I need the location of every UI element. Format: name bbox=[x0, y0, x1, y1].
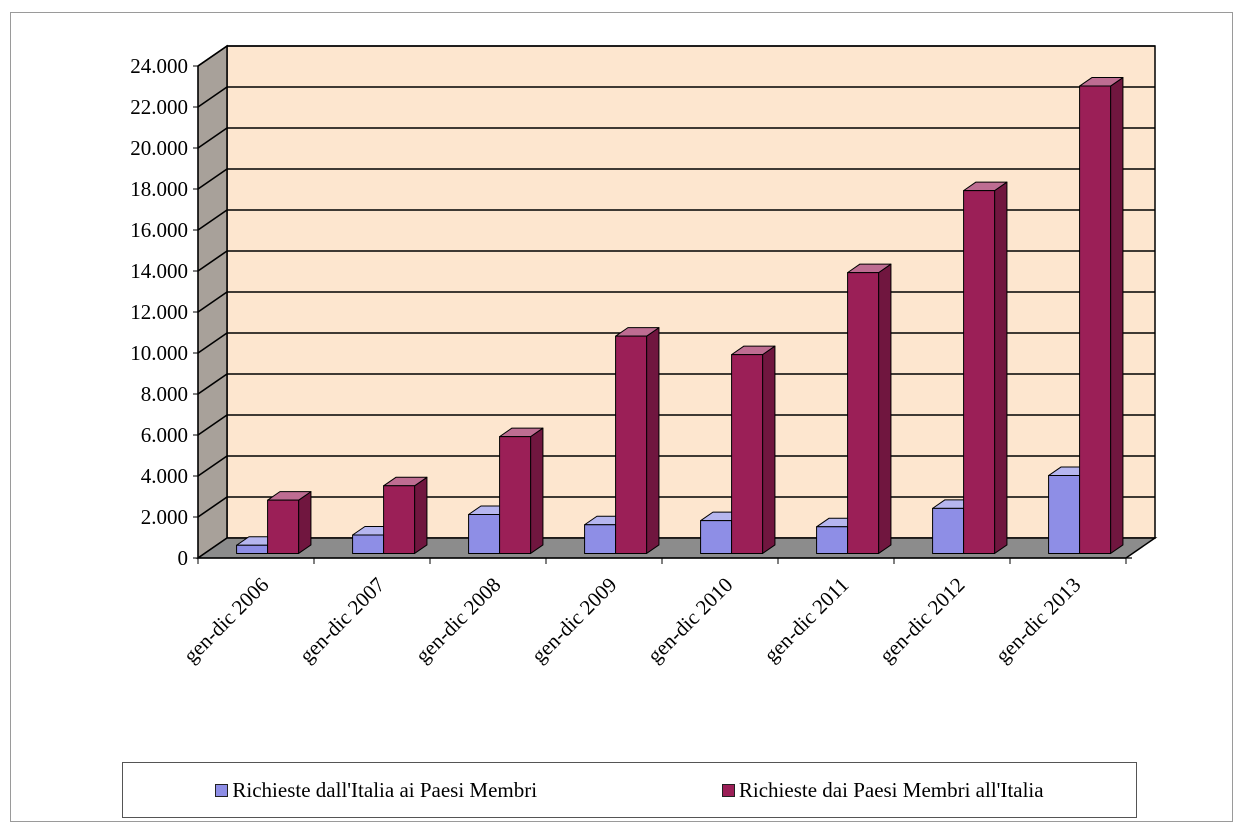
x-tick-label: gen-dic 2010 bbox=[643, 573, 738, 668]
x-tick-label: gen-dic 2008 bbox=[411, 573, 506, 668]
legend-item-series-1: Richieste dall'Italia ai Paesi Membri bbox=[215, 778, 537, 803]
y-tick-label: 14.000 bbox=[130, 259, 188, 283]
y-tick-label: 16.000 bbox=[130, 218, 188, 242]
bar-series-2 bbox=[615, 327, 660, 554]
x-tick-label: gen-dic 2007 bbox=[295, 573, 390, 668]
y-tick-label: 6.000 bbox=[141, 423, 188, 447]
bar-series-2 bbox=[1079, 77, 1124, 554]
bar-chart: 0 2.000 4.000 6.000 8.000 10.000 12.000 14.000 1… bbox=[130, 44, 1158, 668]
legend-item-series-2: Richieste dai Paesi Membri all'Italia bbox=[721, 777, 1044, 803]
gridline-side bbox=[197, 250, 228, 272]
bar-series-2 bbox=[383, 476, 428, 554]
bar-series-2 bbox=[499, 427, 544, 554]
bar-series-2 bbox=[731, 345, 776, 554]
legend-swatch-series-2 bbox=[721, 783, 735, 797]
gridline-side bbox=[197, 86, 228, 108]
gridline-side bbox=[197, 414, 228, 436]
y-tick-label: 4.000 bbox=[141, 464, 188, 488]
x-tick-label: gen-dic 2006 bbox=[179, 573, 274, 668]
legend: Richieste dall'Italia ai Paesi Membri Ri… bbox=[122, 762, 1137, 818]
y-tick-label: 12.000 bbox=[130, 300, 188, 324]
y-tick-label: 10.000 bbox=[130, 341, 188, 365]
y-tick-label: 22.000 bbox=[130, 95, 188, 119]
y-tick-label: 0 bbox=[178, 546, 189, 570]
y-tick-label: 24.000 bbox=[130, 54, 188, 78]
x-tick-label: gen-dic 2013 bbox=[991, 573, 1086, 668]
gridline-side bbox=[197, 455, 228, 477]
gridline-side bbox=[197, 209, 228, 231]
gridline-side bbox=[197, 45, 228, 67]
legend-label-series-2: Richieste dai Paesi Membri all'Italia bbox=[738, 777, 1044, 802]
y-tick-label: 8.000 bbox=[141, 382, 188, 406]
x-tick-label: gen-dic 2011 bbox=[759, 573, 853, 667]
y-tick-label: 2.000 bbox=[141, 505, 188, 529]
gridline-side bbox=[197, 291, 228, 313]
y-tick-label: 20.000 bbox=[130, 136, 188, 160]
gridline-side bbox=[197, 373, 228, 395]
bar-series-2 bbox=[267, 491, 312, 554]
legend-label-series-1: Richieste dall'Italia ai Paesi Membri bbox=[232, 777, 538, 802]
legend-swatch-series-1 bbox=[215, 783, 229, 797]
gridline-side bbox=[197, 168, 228, 190]
x-tick-label: gen-dic 2009 bbox=[527, 573, 622, 668]
gridline-side bbox=[197, 332, 228, 354]
gridline-side bbox=[197, 127, 228, 149]
y-tick-label: 18.000 bbox=[130, 177, 188, 201]
floor bbox=[195, 537, 1158, 559]
gridline-side bbox=[197, 496, 228, 518]
x-tick-label: gen-dic 2012 bbox=[875, 573, 970, 668]
bar-series-2 bbox=[847, 263, 892, 554]
bar-series-2 bbox=[963, 181, 1008, 554]
